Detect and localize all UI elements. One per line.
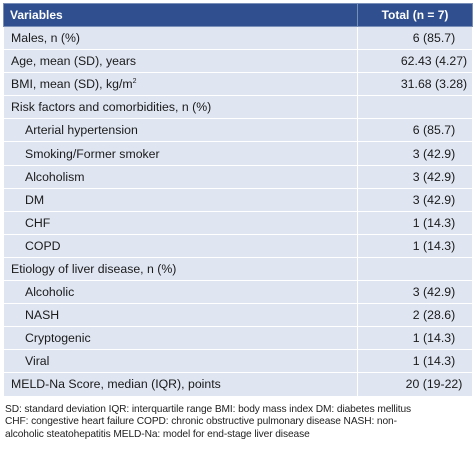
total-value-cell: 6 (85.7) (357, 25, 473, 51)
variable-cell: Alcoholic (3, 280, 358, 305)
table-row: DM 3 (42.9) (3, 187, 473, 212)
total-value-cell: 3 (42.9) (357, 187, 473, 212)
table-row: COPD 1 (14.3) (3, 233, 473, 258)
variable-cell: CHF (3, 210, 358, 235)
total-value-cell: 2 (28.6) (357, 303, 473, 328)
table-footnote: SD: standard deviation IQR: interquartil… (3, 404, 472, 442)
patient-characteristics-table: Variables Total (n = 7) Males, n (%) 6 (8… (3, 3, 473, 397)
table-row: CHF 1 (14.3) (3, 210, 473, 235)
total-value-cell: 3 (42.9) (357, 141, 473, 166)
total-value-cell: 1 (14.3) (357, 326, 473, 351)
table-row: Alcoholism 3 (42.9) (3, 164, 473, 189)
variable-label: NASH (25, 308, 60, 323)
table-row: BMI, mean (SD), kg/m2 31.68 (3.28) (3, 72, 473, 97)
variable-label: Alcoholic (25, 285, 75, 300)
header-variables: Variables (3, 3, 358, 27)
variable-label: COPD (25, 238, 61, 253)
variable-label: Males, n (%) (11, 31, 81, 46)
variable-label: DM (25, 192, 45, 207)
table-row: Etiology of liver disease, n (%) (3, 256, 473, 282)
variable-label: BMI, mean (SD), kg/m (11, 77, 133, 92)
variable-label: Cryptogenic (25, 331, 91, 346)
table-row: Males, n (%) 6 (85.7) (3, 25, 473, 51)
footnote-line: CHF: congestive heart failure COPD: chro… (5, 416, 397, 428)
total-value-cell: 1 (14.3) (357, 349, 473, 374)
footnote-line: SD: standard deviation IQR: interquartil… (5, 403, 412, 415)
superscript: 2 (132, 78, 137, 86)
variable-cell: MELD-Na Score, median (IQR), points (3, 372, 358, 397)
table-row: Cryptogenic 1 (14.3) (3, 326, 473, 351)
table-body: Males, n (%) 6 (85.7) Age, mean (SD), year… (3, 25, 473, 397)
total-value-cell: 31.68 (3.28) (357, 72, 473, 97)
variable-cell: Etiology of liver disease, n (%) (3, 256, 358, 282)
header-total: Total (n = 7) (357, 3, 473, 27)
variable-cell: Males, n (%) (3, 25, 358, 51)
total-value-cell (357, 95, 473, 120)
total-value-cell (357, 256, 473, 282)
variable-cell: Risk factors and comorbidities, n (%) (3, 95, 358, 120)
variable-label: CHF (25, 215, 51, 230)
table-row: Risk factors and comorbidities, n (%) (3, 95, 473, 120)
footnote-line: alcoholic steatohepatitis MELD-Na: model… (5, 428, 310, 440)
variable-label: Alcoholism (25, 169, 85, 184)
variable-cell: COPD (3, 233, 358, 258)
total-value-cell: 1 (14.3) (357, 210, 473, 235)
table-row: Arterial hypertension 6 (85.7) (3, 118, 473, 143)
table-row: NASH 2 (28.6) (3, 303, 473, 328)
total-value-cell: 3 (42.9) (357, 280, 473, 305)
table-row: Alcoholic 3 (42.9) (3, 280, 473, 305)
variable-cell: Alcoholism (3, 164, 358, 189)
variable-cell: Cryptogenic (3, 326, 358, 351)
table-row: Smoking/Former smoker 3 (42.9) (3, 141, 473, 166)
variable-label: Risk factors and comorbidities, n (%) (11, 100, 212, 115)
table-row: MELD-Na Score, median (IQR), points 20 (1… (3, 372, 473, 397)
variable-label: Smoking/Former smoker (25, 146, 160, 161)
total-value-cell: 62.43 (4.27) (357, 49, 473, 74)
variable-cell: Arterial hypertension (3, 118, 358, 143)
variable-label: Age, mean (SD), years (11, 54, 137, 69)
total-value-cell: 1 (14.3) (357, 233, 473, 258)
total-value-cell: 6 (85.7) (357, 118, 473, 143)
variable-cell: Age, mean (SD), years (3, 49, 358, 74)
characteristics-table-container: Variables Total (n = 7) Males, n (%) 6 (8… (3, 3, 473, 442)
variable-label: MELD-Na Score, median (IQR), points (11, 377, 221, 392)
variable-cell: DM (3, 187, 358, 212)
variable-label: Arterial hypertension (25, 123, 138, 138)
variable-cell: Viral (3, 349, 358, 374)
total-value-cell: 3 (42.9) (357, 164, 473, 189)
header-row: Variables Total (n = 7) (3, 3, 473, 27)
total-value-cell: 20 (19-22) (357, 372, 473, 397)
variable-label: Viral (25, 354, 50, 369)
variable-cell: NASH (3, 303, 358, 328)
variable-cell: Smoking/Former smoker (3, 141, 358, 166)
table-row: Viral 1 (14.3) (3, 349, 473, 374)
variable-label: Etiology of liver disease, n (%) (11, 261, 177, 276)
table-row: Age, mean (SD), years 62.43 (4.27) (3, 49, 473, 74)
variable-cell: BMI, mean (SD), kg/m2 (3, 72, 358, 97)
